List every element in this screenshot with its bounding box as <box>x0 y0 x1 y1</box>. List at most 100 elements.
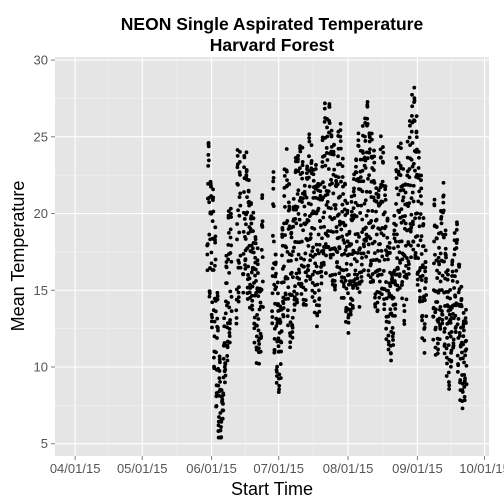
data-point <box>442 259 446 264</box>
data-point <box>392 268 397 273</box>
data-point <box>253 255 258 260</box>
data-point <box>288 345 293 350</box>
data-point <box>376 188 381 193</box>
data-point <box>277 372 282 377</box>
data-point <box>404 264 408 268</box>
data-point <box>215 294 220 298</box>
data-point <box>409 157 414 162</box>
data-point <box>461 324 466 329</box>
data-point <box>398 141 403 146</box>
data-point <box>225 345 230 350</box>
data-point <box>209 250 214 255</box>
data-point <box>423 279 428 284</box>
data-point <box>273 260 278 265</box>
data-point <box>260 279 265 284</box>
data-point <box>369 261 373 266</box>
data-point <box>321 262 326 267</box>
data-point <box>311 178 316 183</box>
data-point <box>400 280 405 284</box>
data-point <box>386 347 391 352</box>
data-point <box>372 154 377 159</box>
data-point <box>229 294 234 299</box>
data-point <box>394 202 398 206</box>
data-point <box>417 224 422 229</box>
data-point <box>383 197 388 202</box>
data-point <box>289 270 294 275</box>
data-point <box>307 154 311 159</box>
data-point <box>369 131 374 136</box>
data-point <box>445 277 450 282</box>
data-point <box>432 203 437 208</box>
data-point <box>325 134 330 139</box>
data-point <box>363 158 368 163</box>
data-point <box>356 138 361 143</box>
data-point <box>417 216 422 220</box>
data-point <box>278 304 283 309</box>
data-point <box>206 144 211 149</box>
data-point <box>307 136 312 140</box>
data-point <box>464 363 469 368</box>
data-point <box>338 134 343 139</box>
data-point <box>352 257 357 261</box>
data-point <box>341 238 346 242</box>
data-point <box>221 401 225 406</box>
data-point <box>351 286 355 290</box>
data-point <box>363 225 368 230</box>
data-point <box>455 280 460 284</box>
data-point <box>437 316 442 321</box>
data-point <box>374 209 378 214</box>
data-point <box>460 350 464 355</box>
data-point <box>216 328 220 333</box>
data-point <box>454 227 459 232</box>
data-point <box>302 189 307 194</box>
data-point <box>316 206 321 211</box>
data-point <box>354 158 359 163</box>
data-point <box>313 167 318 171</box>
data-point <box>211 187 215 192</box>
data-point <box>357 281 362 286</box>
data-point <box>421 216 426 220</box>
data-point <box>241 290 246 295</box>
data-point <box>207 291 212 296</box>
data-point <box>251 229 255 234</box>
data-point <box>351 216 356 221</box>
data-point <box>282 194 287 198</box>
data-point <box>369 218 374 223</box>
data-point <box>376 193 381 197</box>
data-point <box>435 276 440 280</box>
data-point <box>358 211 363 215</box>
data-point <box>435 300 440 304</box>
data-point <box>292 308 297 313</box>
data-point <box>441 193 446 198</box>
data-point <box>440 273 445 278</box>
data-point <box>409 196 414 201</box>
data-point <box>280 253 284 258</box>
grid-lines <box>55 57 489 456</box>
data-point <box>217 369 222 373</box>
data-point <box>322 185 327 190</box>
data-point <box>308 275 313 279</box>
data-point <box>363 134 367 139</box>
data-point <box>462 384 467 389</box>
data-point <box>420 313 425 318</box>
data-point <box>403 190 408 195</box>
data-point <box>290 293 294 297</box>
data-point <box>281 301 286 306</box>
data-point <box>446 370 451 375</box>
y-tick-label: 5 <box>41 436 48 451</box>
data-point <box>336 154 340 159</box>
data-point <box>256 317 261 321</box>
data-point <box>366 250 371 255</box>
data-point <box>260 196 265 201</box>
data-point <box>398 260 403 265</box>
data-point <box>250 298 255 303</box>
data-point <box>338 121 343 126</box>
data-point <box>444 346 449 351</box>
data-point <box>409 113 414 118</box>
data-point <box>358 175 363 180</box>
data-point <box>218 411 223 415</box>
data-point <box>253 273 257 278</box>
data-point <box>300 159 305 164</box>
data-point <box>455 238 460 242</box>
